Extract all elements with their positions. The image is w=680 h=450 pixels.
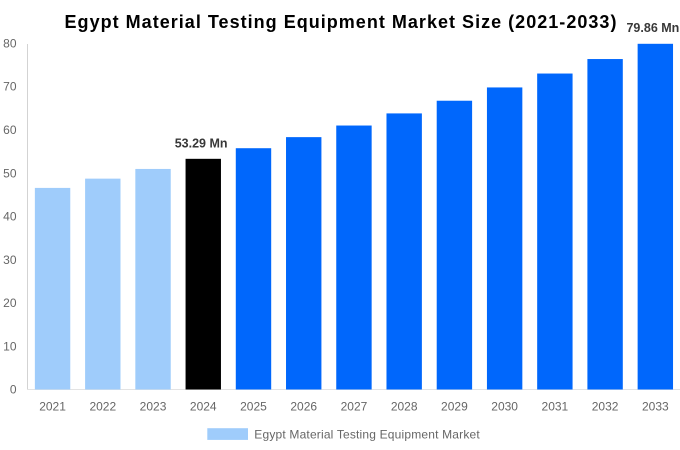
svg-text:70: 70 [3, 80, 17, 94]
svg-text:79.86 Mn: 79.86 Mn [626, 21, 679, 35]
svg-text:53.29 Mn: 53.29 Mn [175, 137, 228, 151]
svg-text:2029: 2029 [441, 400, 468, 414]
svg-text:2031: 2031 [542, 400, 569, 414]
svg-text:30: 30 [3, 253, 17, 267]
svg-text:2022: 2022 [89, 400, 116, 414]
svg-text:50: 50 [3, 166, 17, 180]
svg-text:Egypt Material Testing Equipme: Egypt Material Testing Equipment Market … [65, 12, 618, 32]
svg-text:2024: 2024 [190, 400, 217, 414]
svg-text:2026: 2026 [290, 400, 317, 414]
svg-text:2023: 2023 [140, 400, 167, 414]
svg-text:2028: 2028 [391, 400, 418, 414]
svg-text:60: 60 [3, 123, 17, 137]
svg-text:0: 0 [10, 383, 17, 397]
svg-text:2021: 2021 [39, 400, 66, 414]
svg-text:2030: 2030 [491, 400, 518, 414]
svg-text:2032: 2032 [592, 400, 619, 414]
svg-text:40: 40 [3, 210, 17, 224]
svg-text:10: 10 [3, 339, 17, 353]
svg-text:80: 80 [3, 36, 17, 50]
svg-text:2027: 2027 [341, 400, 368, 414]
svg-text:Egypt Material Testing Equipme: Egypt Material Testing Equipment Market [254, 428, 480, 442]
svg-text:2025: 2025 [240, 400, 267, 414]
svg-text:2033: 2033 [642, 400, 669, 414]
svg-text:20: 20 [3, 296, 17, 310]
